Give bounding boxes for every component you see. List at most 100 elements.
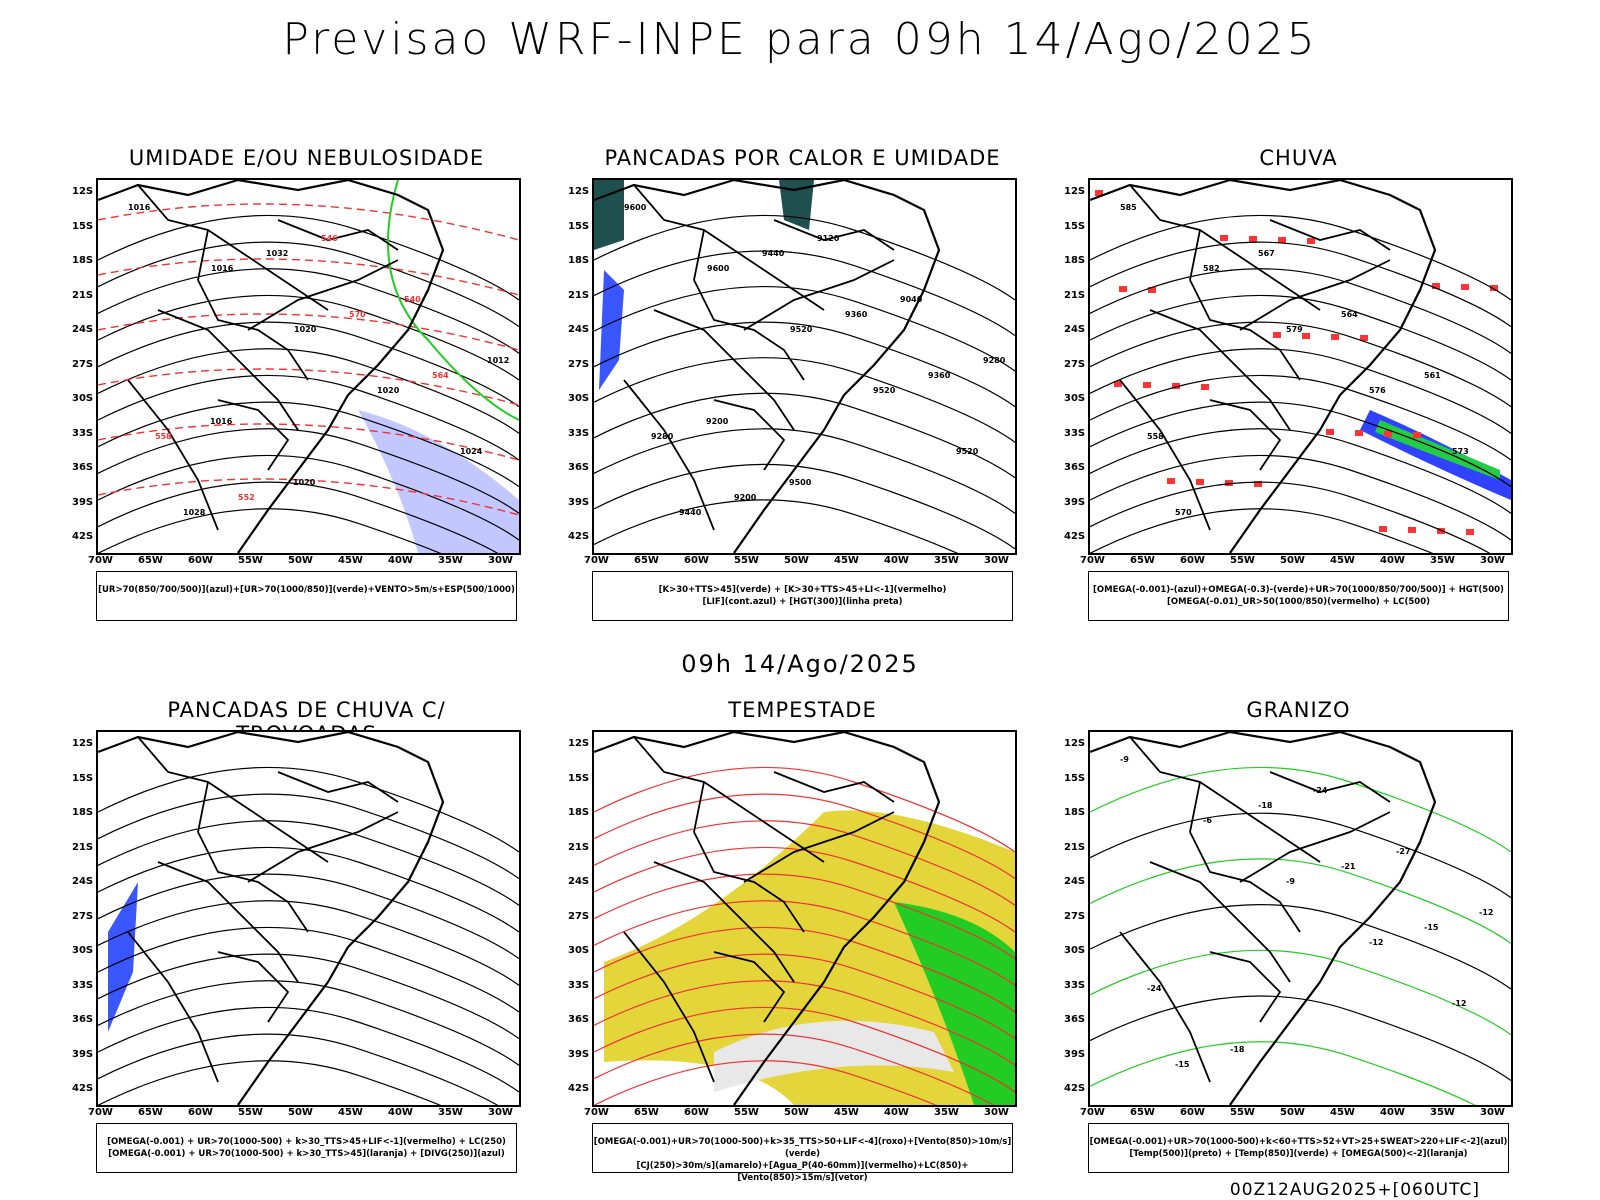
contour-label: 1028	[183, 508, 206, 517]
contour-label: 1016	[211, 264, 234, 273]
contour-label: 576	[1369, 386, 1386, 395]
legend-line: [OMEGA(-0.001)-(azul)+OMEGA(-0.3)-(verde…	[1093, 585, 1504, 595]
longitude-label: 55W	[1230, 555, 1255, 566]
latitude-label: 39S	[1064, 1048, 1086, 1060]
contour-label: 1016	[210, 417, 233, 426]
contour-label: -18	[1258, 801, 1273, 810]
longitude-label: 35W	[1430, 555, 1455, 566]
contour-label: 1024	[460, 447, 483, 456]
legend-line: [Temp(500)](preto) + [Temp(850)](verde) …	[1129, 1149, 1468, 1159]
contour-label: -9	[1120, 755, 1129, 764]
longitude-label: 55W	[238, 1107, 263, 1118]
contour-label: 1032	[266, 249, 288, 258]
latitude-label: 30S	[72, 945, 94, 956]
panel-title: GRANIZO	[1246, 698, 1351, 722]
contour-label: 9200	[706, 417, 729, 426]
longitude-label: 70W	[1080, 1107, 1105, 1118]
longitude-label: 45W	[834, 555, 859, 566]
latitude-label: 30S	[72, 393, 94, 404]
latitude-label: 30S	[1064, 393, 1086, 404]
panel-legend: [OMEGA(-0.001)+UR>70(1000-500)+k<60+TTS>…	[1088, 1123, 1509, 1173]
panel-legend: [OMEGA(-0.001)-(azul)+OMEGA(-0.3)-(verde…	[1088, 571, 1509, 621]
contour-label: 570	[1175, 508, 1192, 517]
latitude-label: 33S	[1064, 979, 1086, 991]
run-footer: 00Z12AUG2025+[060UTC]	[1229, 1180, 1480, 1200]
latitude-label: 24S	[1064, 876, 1086, 887]
contour-label: 570	[349, 310, 366, 319]
longitude-label: 50W	[1280, 555, 1305, 566]
legend-line: [OMEGA(-0.001)+UR>70(1000-500)+k>35_TTS>…	[593, 1137, 1012, 1159]
contour-label: -12	[1452, 999, 1466, 1008]
longitude-label: 55W	[734, 1107, 759, 1118]
longitude-label: 45W	[338, 555, 363, 566]
latitude-label: 18S	[72, 807, 94, 818]
longitude-label: 55W	[734, 555, 759, 566]
latitude-label: 30S	[1064, 945, 1086, 956]
contour-label: 582	[1203, 264, 1220, 273]
contour-label: 561	[1424, 371, 1441, 380]
longitude-label: 40W	[1380, 555, 1405, 566]
panel-title: CHUVA	[1259, 146, 1338, 170]
latitude-label: 42S	[1064, 1083, 1086, 1094]
latitude-label: 24S	[72, 324, 94, 335]
longitude-label: 65W	[1130, 1107, 1155, 1118]
contour-label: -18	[1230, 1045, 1245, 1054]
longitude-label: 45W	[1330, 555, 1355, 566]
contour-label: 585	[1120, 203, 1137, 212]
contour-label: 558	[155, 432, 172, 441]
contour-label: -15	[1175, 1060, 1190, 1069]
latitude-label: 39S	[568, 496, 590, 508]
latitude-label: 21S	[72, 841, 94, 853]
longitude-label: 45W	[1330, 1107, 1355, 1118]
map-panel: GRANIZO -9 -6 -9 -12 -12 -15 -18 -21 -15 -24 -18 -24…	[1048, 690, 1529, 1183]
panel-legend: [OMEGA(-0.001)+UR>70(1000-500)+k>35_TTS>…	[592, 1123, 1013, 1183]
longitude-label: 60W	[684, 555, 709, 566]
latitude-label: 21S	[568, 289, 590, 301]
latitude-label: 24S	[72, 876, 94, 887]
latitude-label: 21S	[72, 289, 94, 301]
panel-legend: [OMEGA(-0.001) + UR>70(1000-500) + k>30_…	[96, 1123, 517, 1173]
contour-label: 564	[1341, 310, 1358, 319]
panel-title: UMIDADE E/OU NEBULOSIDADE	[128, 146, 485, 170]
contour-label: 1012	[487, 356, 509, 365]
legend-line: [OMEGA(-0.001) + UR>70(1000-500) + k>30_…	[107, 1137, 506, 1147]
contour-label: 9280	[983, 356, 1006, 365]
map-panel: CHUVA 585 582 579 576 573 570 567 564 561 558 12S 15…	[1048, 138, 1529, 631]
latitude-label: 36S	[72, 1014, 94, 1025]
longitude-label: 30W	[1480, 1107, 1505, 1118]
longitude-label: 35W	[934, 555, 959, 566]
latitude-label: 12S	[72, 186, 94, 197]
latitude-label: 42S	[1064, 531, 1086, 542]
latitude-label: 33S	[568, 979, 590, 991]
longitude-label: 50W	[784, 1107, 809, 1118]
longitude-label: 30W	[984, 555, 1009, 566]
latitude-label: 27S	[1064, 358, 1086, 370]
contour-label: 552	[238, 493, 255, 502]
contour-label: 567	[1258, 249, 1275, 258]
latitude-label: 27S	[568, 358, 590, 370]
contour-label: 9500	[789, 478, 812, 487]
longitude-label: 35W	[1430, 1107, 1455, 1118]
latitude-label: 15S	[72, 772, 94, 784]
latitude-label: 36S	[568, 1014, 590, 1025]
contour-label: -27	[1396, 847, 1410, 856]
latitude-label: 18S	[1064, 255, 1086, 266]
contour-label: 9280	[651, 432, 674, 441]
latitude-label: 21S	[1064, 841, 1086, 853]
contour-label: -9	[1286, 877, 1295, 886]
forecast-map: 9600 9600 9520 9520 9520 9440 9440 9360 9360 9280…	[592, 178, 1017, 555]
contour-label: 558	[1147, 432, 1164, 441]
legend-line: [OMEGA(-0.01)_UR>50(1000/850)(vermelho) …	[1166, 597, 1431, 607]
latitude-label: 33S	[72, 427, 94, 439]
longitude-label: 65W	[138, 1107, 163, 1118]
latitude-label: 15S	[568, 772, 590, 784]
longitude-label: 65W	[1130, 555, 1155, 566]
longitude-label: 65W	[138, 555, 163, 566]
longitude-label: 45W	[834, 1107, 859, 1118]
forecast-map: 1016 1016 1020 1020 1024 1028 1032 570 564 558 552…	[96, 178, 521, 555]
longitude-label: 35W	[934, 1107, 959, 1118]
contour-label: -12	[1369, 938, 1383, 947]
legend-line: [CJ(250)>30m/s](amarelo)+[Agua_P(40-60mm…	[636, 1161, 969, 1183]
latitude-label: 12S	[1064, 738, 1086, 749]
longitude-label: 60W	[188, 1107, 213, 1118]
